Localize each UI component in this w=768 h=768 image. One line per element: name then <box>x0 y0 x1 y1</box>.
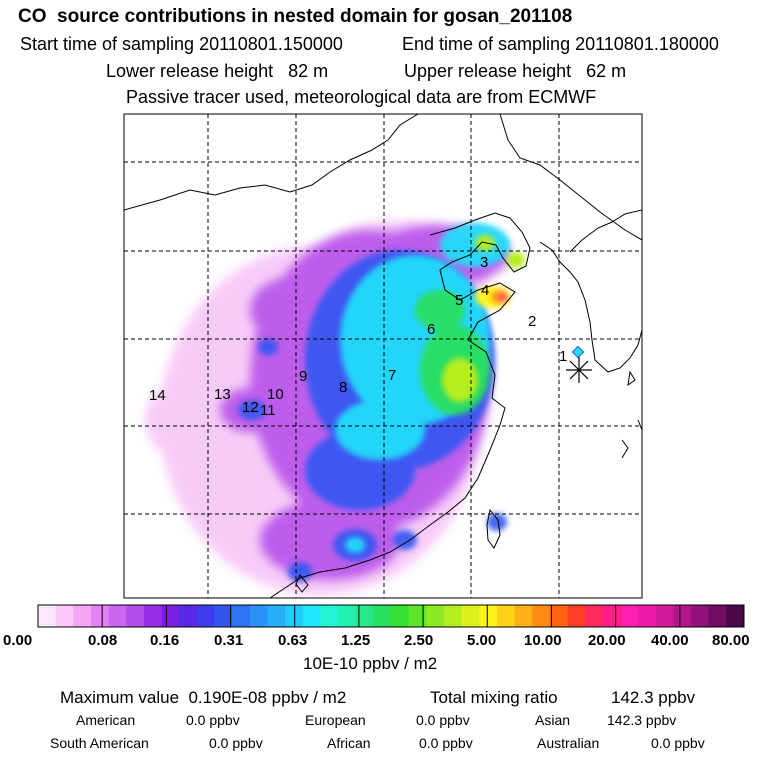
colorbar-tick-label: 0.31 <box>214 632 244 649</box>
graticule <box>124 114 642 598</box>
colorbar-segment <box>532 605 551 627</box>
australian-label: Australian <box>537 735 600 751</box>
colorbar-segment <box>214 605 233 627</box>
colorbar-unit-label: 10E-10 ppbv / m2 <box>303 654 438 673</box>
european-label: European <box>305 712 366 728</box>
colorbar-segment <box>426 605 445 627</box>
colorbar-segment <box>108 605 127 627</box>
region-label-11: 11 <box>260 402 276 419</box>
map-title: CO source contributions in nested domain… <box>18 6 573 27</box>
colorbar-segment <box>408 605 427 627</box>
asian-value: 142.3 ppbv <box>607 712 677 728</box>
coastlines <box>124 114 642 598</box>
colorbar-segment <box>479 605 498 627</box>
colorbar-tick-label: 0.16 <box>150 632 180 649</box>
lower-release-height-label: Lower release height 82 m <box>106 61 329 81</box>
region-label-7: 7 <box>388 367 396 384</box>
colorbar-segment <box>73 605 92 627</box>
region-label-10: 10 <box>267 386 284 403</box>
colorbar-segment <box>602 605 621 627</box>
colorbar-segment <box>638 605 657 627</box>
colorbar-segment <box>567 605 586 627</box>
colorbar-segment <box>338 605 357 627</box>
colorbar-segment <box>391 605 410 627</box>
colorbar-segment <box>55 605 74 627</box>
colorbar-segment <box>355 605 374 627</box>
colorbar-segment <box>249 605 268 627</box>
american-value: 0.0 ppbv <box>186 712 240 728</box>
region-label-9: 9 <box>299 368 307 385</box>
total-mixing-value: 142.3 ppbv <box>611 688 696 707</box>
colorbar-tick-label: 40.00 <box>651 632 689 649</box>
colorbar <box>37 604 745 628</box>
star-marker <box>566 357 592 383</box>
region-label-4: 4 <box>481 282 489 299</box>
colorbar-segment <box>126 605 145 627</box>
end-time-label: End time of sampling 20110801.180000 <box>402 34 719 54</box>
region-label-12: 12 <box>242 399 259 416</box>
colorbar-segment <box>161 605 180 627</box>
south-american-label: South American <box>50 735 149 751</box>
colorbar-segment <box>496 605 516 627</box>
start-time-label: Start time of sampling 20110801.150000 <box>20 34 343 54</box>
colorbar-segment <box>267 605 286 627</box>
region-label-3: 3 <box>480 254 488 271</box>
colorbar-tick-label: 1.25 <box>341 632 371 649</box>
colorbar-tick-label: 2.50 <box>404 632 434 649</box>
region-label-6: 6 <box>427 321 435 338</box>
colorbar-segment <box>90 605 110 627</box>
colorbar-segment <box>549 605 568 627</box>
region-labels: 1 2 3 4 5 6 7 8 9 10 11 12 13 14 <box>149 254 567 419</box>
colorbar-segment <box>708 605 727 627</box>
region-label-13: 13 <box>214 386 231 403</box>
colorbar-tick-label: 80.00 <box>712 632 750 649</box>
colorbar-segment <box>373 605 392 627</box>
south-american-value: 0.0 ppbv <box>209 735 263 751</box>
colorbar-segment <box>232 605 251 627</box>
colorbar-frame <box>37 604 745 628</box>
asian-label: Asian <box>535 712 571 728</box>
colorbar-segment <box>320 605 339 627</box>
concentration-field <box>145 220 585 595</box>
region-label-2: 2 <box>528 313 536 330</box>
total-mixing-label: Total mixing ratio <box>430 688 558 707</box>
colorbar-segment <box>179 605 198 627</box>
colorbar-tick-label: 10.00 <box>524 632 562 649</box>
colorbar-segment <box>620 605 639 627</box>
european-value: 0.0 ppbv <box>416 712 470 728</box>
region-label-5: 5 <box>455 292 463 309</box>
colorbar-segment <box>461 605 480 627</box>
colorbar-segment <box>285 605 304 627</box>
colorbar-segment <box>691 605 710 627</box>
colorbar-segment <box>38 605 57 627</box>
african-label: African <box>327 735 371 751</box>
colorbar-segment <box>196 605 215 627</box>
colorbar-segment <box>514 605 533 627</box>
australian-value: 0.0 ppbv <box>651 735 705 751</box>
region-label-8: 8 <box>339 379 347 396</box>
region-label-14: 14 <box>149 387 166 404</box>
max-value-label: Maximum value 0.190E-08 ppbv / m2 <box>60 688 347 707</box>
region-label-1: 1 <box>559 348 567 365</box>
tracer-note: Passive tracer used, meteorological data… <box>126 87 597 107</box>
colorbar-segment <box>585 605 604 627</box>
upper-release-height-label: Upper release height 62 m <box>404 61 627 81</box>
colorbar-tick-label: 20.00 <box>588 632 626 649</box>
american-label: American <box>76 712 136 728</box>
colorbar-segment <box>443 605 463 627</box>
african-value: 0.0 ppbv <box>419 735 473 751</box>
colorbar-segment <box>673 605 692 627</box>
colorbar-segment <box>655 605 674 627</box>
colorbar-tick-label: 0.00 <box>3 632 33 649</box>
colorbar-tick-label: 5.00 <box>467 632 497 649</box>
colorbar-segment <box>143 605 163 627</box>
colorbar-segment <box>726 605 745 627</box>
colorbar-tick-label: 0.08 <box>88 632 118 649</box>
colorbar-segment <box>302 605 321 627</box>
colorbar-tick-label: 0.63 <box>278 632 308 649</box>
map-frame <box>123 113 643 599</box>
